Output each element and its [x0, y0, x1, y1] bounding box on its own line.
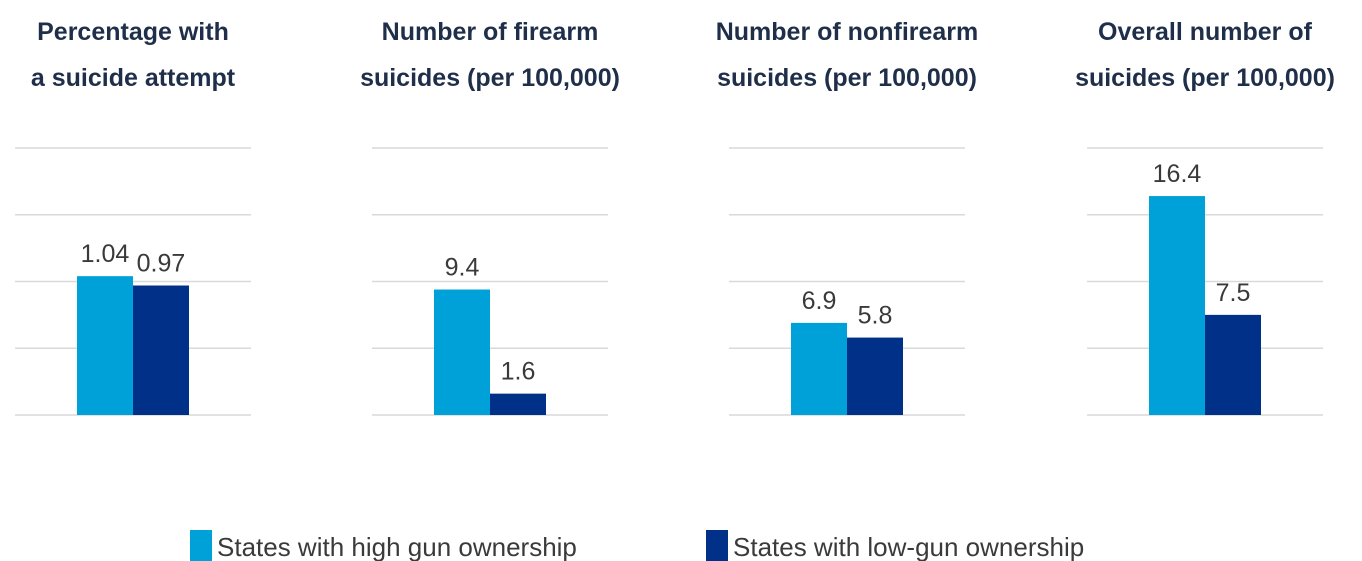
data-label: 1.04: [81, 240, 130, 268]
bar-high-gun-ownership: [1149, 196, 1205, 415]
bar-high-gun-ownership: [791, 322, 847, 415]
data-label: 6.9: [802, 287, 837, 315]
bar-high-gun-ownership: [77, 276, 133, 415]
data-label: 5.8: [858, 302, 893, 330]
bar-low-gun-ownership: [847, 337, 903, 415]
panel-title-line: suicides (per 100,000): [717, 64, 977, 92]
panel-title-line: suicides (per 100,000): [360, 64, 620, 92]
bar-low-gun-ownership: [1205, 314, 1261, 415]
panel-title-line: Overall number of: [1098, 18, 1313, 46]
chart-panels: Percentage with a suicide attempt 1.04 0.97…: [15, 18, 1335, 416]
chart-panel-2: Number of firearm suicides (per 100,000) 9…: [360, 18, 620, 416]
data-label: 9.4: [445, 254, 480, 282]
bar-low-gun-ownership: [490, 393, 546, 415]
panel-title-line: a suicide attempt: [31, 64, 236, 92]
data-label: 0.97: [137, 250, 186, 278]
chart-panel-3: Number of nonfirearm suicides (per 100,00…: [716, 18, 979, 416]
legend-label-high: States with high gun ownership: [217, 532, 577, 561]
legend-swatch-high: [190, 530, 212, 561]
chart-panel-1: Percentage with a suicide attempt 1.04 0.97: [15, 18, 251, 416]
legend-label-low: States with low-gun ownership: [733, 532, 1084, 561]
data-label: 16.4: [1153, 160, 1202, 188]
data-label: 7.5: [1216, 279, 1251, 307]
bar-high-gun-ownership: [434, 289, 490, 415]
chart-panel-4: Overall number of suicides (per 100,000) 1…: [1075, 18, 1335, 416]
data-label: 1.6: [501, 358, 536, 386]
chart-legend: States with high gun ownership States wit…: [190, 530, 1084, 561]
panel-title-line: suicides (per 100,000): [1075, 64, 1335, 92]
panel-title-line: Number of firearm: [382, 18, 599, 46]
legend-swatch-low: [706, 530, 728, 561]
bar-low-gun-ownership: [133, 285, 189, 415]
panel-title-line: Number of nonfirearm: [716, 18, 979, 46]
panel-title-line: Percentage with: [37, 18, 229, 46]
